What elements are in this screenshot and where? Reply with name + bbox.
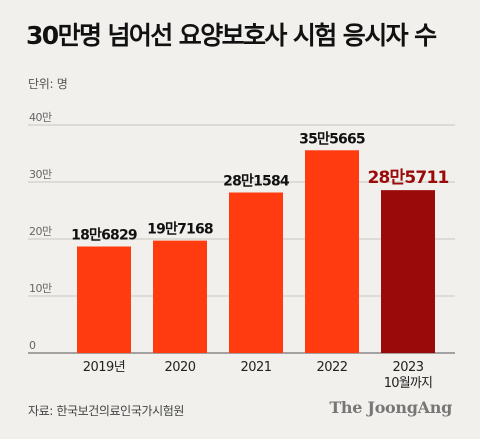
bar — [381, 190, 435, 353]
unit-label: 단위: 명 — [28, 77, 68, 91]
bar — [77, 246, 131, 353]
y-tick-label: 30만 — [29, 168, 52, 181]
x-tick-label: 2019년 — [83, 360, 126, 375]
bar-value-label: 28만5711 — [367, 168, 448, 188]
y-tick-label: 10만 — [29, 282, 52, 295]
bar — [153, 240, 207, 353]
y-tick-label: 20만 — [29, 225, 52, 238]
bar-value-label: 19만7168 — [147, 222, 213, 238]
y-tick-label: 40만 — [29, 111, 52, 124]
x-tick-sublabel: 10월까지 — [384, 376, 432, 391]
bar-value-label: 18만6829 — [71, 228, 137, 244]
x-tick-label: 2021 — [240, 360, 271, 375]
bar-value-label: 28만1584 — [223, 173, 290, 189]
x-tick-label: 2020 — [164, 360, 195, 375]
chart-title: 30만명 넘어선 요양보호사 시험 응시자 수 — [26, 21, 437, 50]
x-tick-label: 2022 — [316, 360, 347, 375]
x-tick-label: 2023 — [392, 360, 423, 375]
bar — [305, 150, 359, 353]
source-note: 자료: 한국보건의료인국가시험원 — [28, 404, 185, 418]
y-tick-label: 0 — [29, 339, 36, 352]
bar — [229, 192, 283, 353]
bar-value-label: 35만5665 — [299, 131, 365, 147]
brand-logo: The JoongAng — [329, 398, 452, 417]
